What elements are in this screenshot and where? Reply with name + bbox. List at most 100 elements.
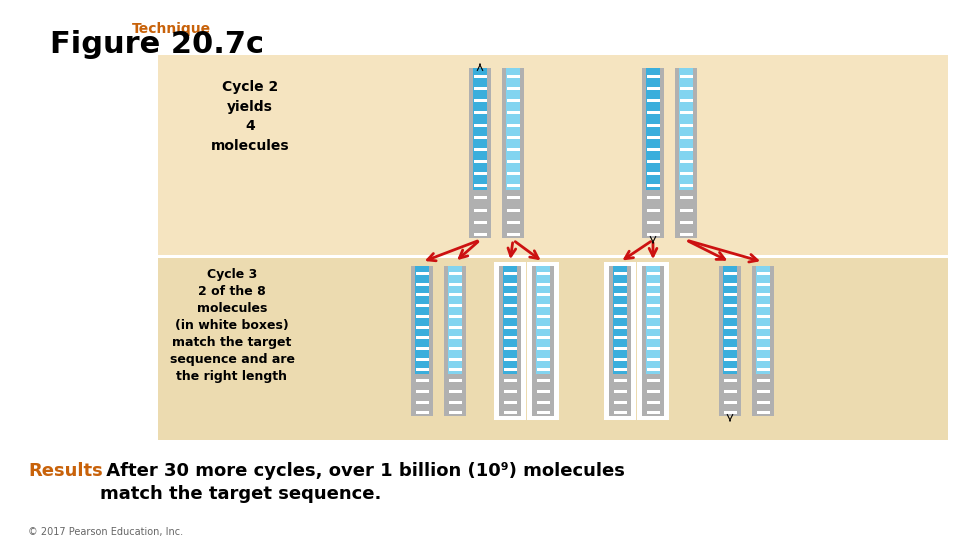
Bar	[473, 233, 487, 236]
Bar	[158, 258, 948, 440]
Bar	[469, 68, 491, 191]
Bar	[503, 304, 516, 307]
Bar	[646, 87, 660, 90]
Bar	[680, 221, 692, 224]
Bar	[724, 336, 736, 339]
Bar	[507, 160, 519, 163]
Bar	[646, 160, 660, 163]
Bar	[613, 336, 627, 339]
Bar	[502, 68, 506, 238]
Bar	[680, 208, 692, 212]
Bar	[646, 124, 660, 126]
Bar	[158, 55, 948, 255]
Bar	[411, 374, 433, 416]
Bar	[469, 68, 473, 238]
Bar	[613, 304, 627, 307]
Bar	[724, 368, 736, 372]
Bar	[680, 136, 692, 139]
Bar	[462, 266, 466, 416]
Bar	[416, 347, 428, 350]
Bar	[680, 99, 692, 102]
Bar	[646, 221, 660, 224]
Bar	[448, 411, 462, 414]
Bar	[473, 184, 487, 187]
Bar	[537, 304, 549, 307]
Bar	[473, 111, 487, 114]
Bar	[517, 266, 521, 416]
Bar	[507, 111, 519, 114]
Bar	[609, 374, 631, 416]
Bar	[416, 304, 428, 307]
Bar	[507, 221, 519, 224]
Bar	[646, 208, 660, 212]
Bar	[613, 293, 627, 296]
Bar	[503, 293, 516, 296]
Bar	[527, 262, 559, 420]
Bar	[642, 68, 664, 191]
Bar	[646, 184, 660, 187]
Bar	[646, 136, 660, 139]
Bar	[448, 272, 462, 275]
Bar	[448, 293, 462, 296]
Bar	[724, 272, 736, 275]
Bar	[503, 283, 516, 286]
Bar	[724, 304, 736, 307]
Bar	[646, 315, 660, 318]
Bar	[646, 368, 660, 372]
Bar	[613, 347, 627, 350]
Bar	[537, 347, 549, 350]
Bar	[532, 374, 554, 416]
Bar	[613, 368, 627, 372]
Bar	[680, 172, 692, 175]
Bar	[507, 136, 519, 139]
Bar	[613, 283, 627, 286]
Bar	[613, 401, 627, 403]
Text: Technique: Technique	[132, 22, 211, 36]
Bar	[473, 136, 487, 139]
Bar	[756, 411, 770, 414]
Bar	[469, 191, 491, 238]
Bar	[416, 368, 428, 372]
Bar	[448, 347, 462, 350]
Bar	[507, 172, 519, 175]
Text: Results: Results	[28, 462, 103, 480]
Bar	[613, 315, 627, 318]
Bar	[473, 197, 487, 199]
Bar	[550, 266, 554, 416]
Bar	[646, 401, 660, 403]
Bar	[756, 304, 770, 307]
Bar	[494, 262, 526, 420]
Bar	[646, 390, 660, 393]
Bar	[680, 87, 692, 90]
Bar	[613, 326, 627, 328]
Bar	[503, 368, 516, 372]
Bar	[646, 379, 660, 382]
Bar	[537, 411, 549, 414]
Bar	[680, 197, 692, 199]
Bar	[537, 272, 549, 275]
Bar	[646, 172, 660, 175]
Bar	[532, 266, 554, 374]
Bar	[537, 379, 549, 382]
Bar	[473, 99, 487, 102]
Bar	[502, 191, 524, 238]
Bar	[756, 357, 770, 361]
Bar	[473, 160, 487, 163]
Bar	[507, 208, 519, 212]
Bar	[752, 266, 774, 374]
Bar	[724, 315, 736, 318]
Bar	[719, 374, 741, 416]
Bar	[613, 390, 627, 393]
Bar	[502, 68, 524, 191]
Bar	[646, 99, 660, 102]
Bar	[503, 379, 516, 382]
Bar	[646, 304, 660, 307]
Bar	[680, 124, 692, 126]
Bar	[411, 266, 433, 374]
Bar	[448, 326, 462, 328]
Bar	[646, 197, 660, 199]
Bar	[724, 347, 736, 350]
Bar	[724, 357, 736, 361]
Bar	[680, 148, 692, 151]
Bar	[756, 315, 770, 318]
